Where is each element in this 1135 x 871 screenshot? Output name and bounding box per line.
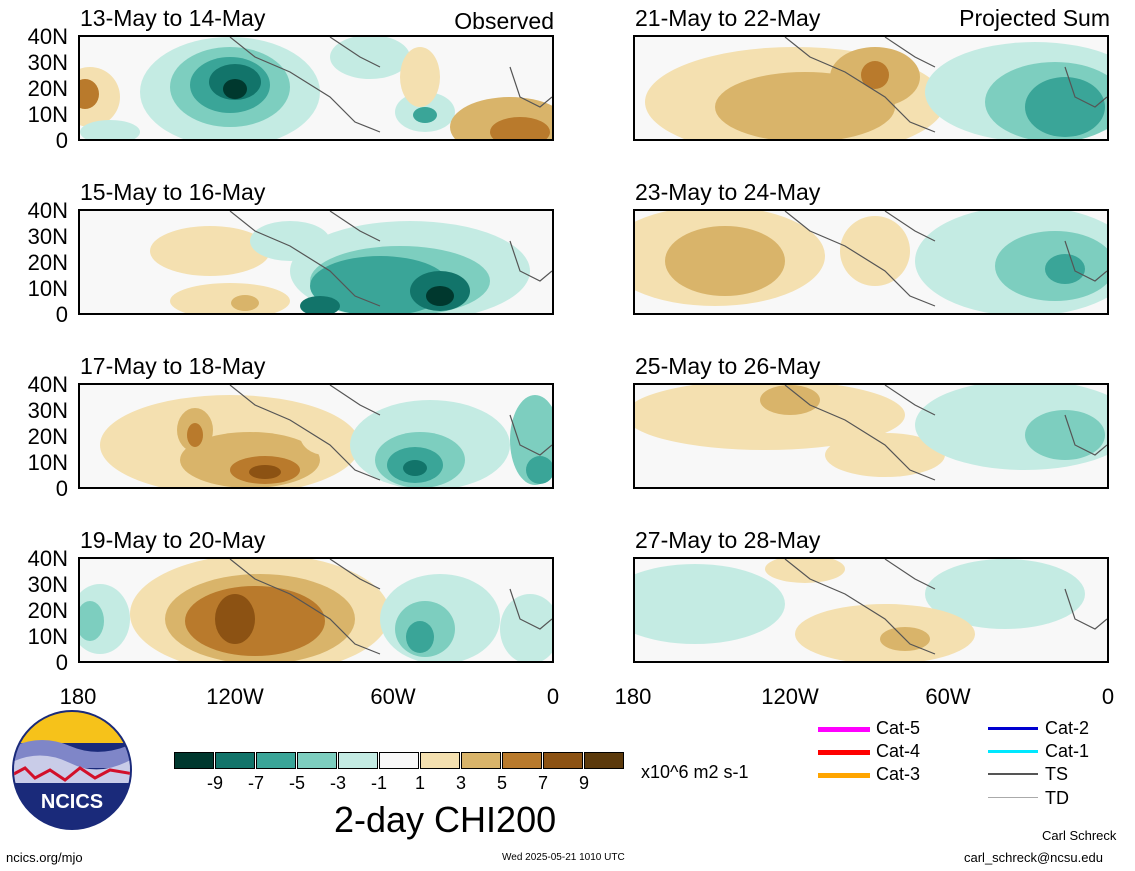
legend-label: TS — [1045, 764, 1069, 784]
colorbar-tick-label: 1 — [414, 773, 425, 793]
y-tick-label: 10N — [27, 624, 68, 649]
panel-title: 17-May to 18-May — [80, 353, 266, 379]
colorbar-cell — [379, 752, 419, 769]
panel-title: 25-May to 26-May — [635, 353, 821, 379]
x-tick-label: 60W — [370, 684, 416, 709]
map-panel-5 — [633, 35, 1109, 141]
x-tick-label: 180 — [59, 684, 97, 709]
panel-title: 27-May to 28-May — [635, 527, 821, 553]
y-tick-label: 30N — [27, 572, 68, 597]
footer-timestamp: Wed 2025-05-21 1010 UTC — [502, 852, 625, 863]
colorbar-tick-label: 9 — [578, 773, 589, 793]
y-tick-label: 0 — [55, 650, 68, 675]
legend-line-cat1 — [988, 750, 1038, 753]
map-panel-2 — [78, 209, 554, 315]
panel-title: 15-May to 16-May — [80, 179, 266, 205]
colorbar-tick-label: -1 — [370, 773, 387, 793]
panel-title: 13-May to 14-May — [80, 5, 266, 31]
y-tick-label: 10N — [27, 450, 68, 475]
ncics-logo: NCICS — [10, 708, 134, 832]
legend-line-cat5 — [818, 727, 870, 732]
x-tick-label: 120W — [206, 684, 264, 709]
colorbar-cell — [461, 752, 501, 769]
colorbar-tick-label: -3 — [329, 773, 346, 793]
footer-url[interactable]: ncics.org/mjo — [6, 850, 83, 865]
y-tick-label: 10N — [27, 276, 68, 301]
logo-text: NCICS — [41, 791, 103, 813]
map-panel-6 — [633, 209, 1109, 315]
colorbar-tick-label: -7 — [247, 773, 264, 793]
legend-line-cat2 — [988, 727, 1038, 730]
y-tick-label: 40N — [27, 198, 68, 223]
x-tick-label: 120W — [761, 684, 819, 709]
colorbar-cell — [420, 752, 460, 769]
legend-line-cat3 — [818, 773, 870, 778]
colorbar-cell — [543, 752, 583, 769]
colorbar-cell — [584, 752, 624, 769]
legend-label: Cat-4 — [876, 741, 921, 761]
map-panel-8 — [633, 557, 1109, 663]
footer-author: Carl Schreck — [1042, 828, 1117, 843]
legend-label: Cat-3 — [876, 764, 921, 784]
colorbar-units: x10^6 m2 s-1 — [641, 762, 749, 782]
x-tick-label: 60W — [925, 684, 971, 709]
y-tick-label: 20N — [27, 250, 68, 275]
y-tick-label: 0 — [55, 476, 68, 501]
y-tick-label: 10N — [27, 102, 68, 127]
x-tick-label: 0 — [546, 684, 560, 709]
y-tick-label: 30N — [27, 224, 68, 249]
y-tick-label: 40N — [27, 24, 68, 49]
colorbar-cell — [256, 752, 296, 769]
colorbar-cell — [174, 752, 214, 769]
colorbar-cell — [297, 752, 337, 769]
map-panel-3 — [78, 383, 554, 489]
colorbar-tick-label: 7 — [537, 773, 548, 793]
legend-line-ts — [988, 773, 1038, 775]
legend-label: TD — [1045, 788, 1069, 808]
y-tick-label: 20N — [27, 598, 68, 623]
colorbar-tick-label: -9 — [206, 773, 223, 793]
y-tick-label: 40N — [27, 372, 68, 397]
map-panel-7 — [633, 383, 1109, 489]
legend-label: Cat-5 — [876, 718, 921, 738]
colorbar-cell — [502, 752, 542, 769]
colorbar-cell — [215, 752, 255, 769]
footer-email[interactable]: carl_schreck@ncsu.edu — [964, 850, 1103, 865]
legend-label: Cat-1 — [1045, 741, 1090, 761]
y-tick-label: 20N — [27, 424, 68, 449]
colorbar-cell — [338, 752, 378, 769]
x-tick-label: 180 — [614, 684, 652, 709]
y-tick-label: 40N — [27, 546, 68, 571]
panel-title: 23-May to 24-May — [635, 179, 821, 205]
colorbar-tick-label: 5 — [496, 773, 507, 793]
map-panel-1 — [78, 35, 554, 141]
legend-line-cat4 — [818, 750, 870, 755]
y-tick-label: 0 — [55, 128, 68, 153]
panel-title: 21-May to 22-May — [635, 5, 821, 31]
y-tick-label: 0 — [55, 302, 68, 327]
y-tick-label: 30N — [27, 50, 68, 75]
y-tick-label: 30N — [27, 398, 68, 423]
legend-label: Cat-2 — [1045, 718, 1090, 738]
colorbar-tick-label: -5 — [288, 773, 305, 793]
panel-tag-projected: Projected Sum — [959, 5, 1110, 31]
figure-title: 2-day CHI200 — [334, 799, 557, 840]
y-tick-label: 20N — [27, 76, 68, 101]
colorbar-tick-label: 3 — [455, 773, 466, 793]
x-tick-label: 0 — [1101, 684, 1115, 709]
panel-tag-observed: Observed — [454, 8, 554, 34]
legend-line-td — [988, 797, 1038, 798]
map-panel-4 — [78, 557, 554, 663]
panel-title: 19-May to 20-May — [80, 527, 266, 553]
